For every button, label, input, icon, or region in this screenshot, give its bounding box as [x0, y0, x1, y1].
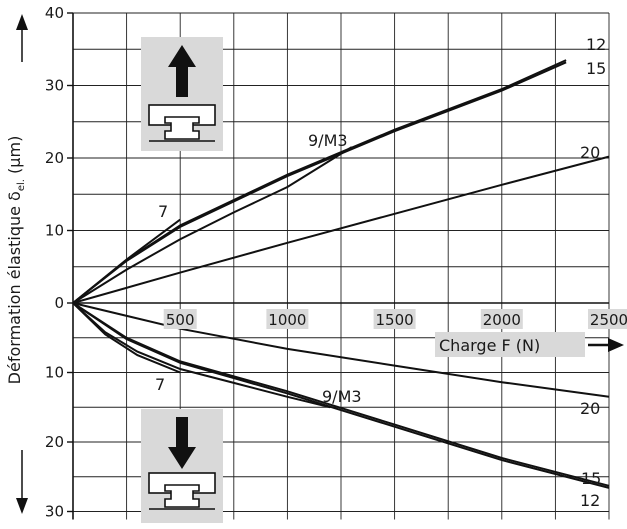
upper-curve-label: 20	[580, 143, 600, 162]
grid	[73, 12, 610, 520]
x-tick-label: 1000	[268, 311, 306, 329]
lower-series-12	[72, 302, 610, 489]
curves	[72, 59, 610, 489]
x-tick-label-bg	[588, 309, 627, 329]
lower-series-9m3	[72, 302, 331, 409]
upper-series-20	[72, 155, 610, 304]
x-tick-label: 2500	[590, 311, 627, 329]
y-tick-label: 40	[45, 4, 64, 22]
lower-curve-label: 15	[581, 469, 601, 488]
tick-labels: 0 10 20 30 40 10 20 30 500 1000 1500 2000 2500	[45, 4, 627, 521]
lower-series-15	[72, 302, 610, 487]
lower-series-20	[72, 302, 610, 398]
curve-labels: 7 9/M3 12 15 20 7 9/M3 20 15 12	[155, 35, 606, 510]
y-tick-label: 30	[45, 503, 64, 521]
x-tick-label-bg	[266, 309, 309, 329]
x-tick-label-bg	[373, 309, 416, 329]
x-tick-label-bg	[163, 309, 197, 329]
upper-curve-label: 12	[586, 35, 606, 54]
x-tick-label: 1500	[376, 311, 414, 329]
upper-series-15	[72, 61, 567, 304]
lower-curve-label: 9/M3	[322, 387, 362, 406]
x-tick-label: 500	[166, 311, 195, 329]
up-arrow-icon	[16, 14, 28, 30]
x-tick-label: 2000	[483, 311, 521, 329]
lower-curve-label: 7	[155, 375, 165, 394]
y-tick-label: 20	[45, 149, 64, 167]
y-tick-label: 20	[45, 433, 64, 451]
x-axis-title-box: Charge F (N)	[435, 332, 624, 357]
y-axis-title-group: Déformation élastique δel. (µm)	[5, 14, 28, 514]
lower-curve-label: 12	[580, 491, 600, 510]
down-arrow-rail-carriage-icon	[141, 409, 223, 523]
upper-series-9m3	[72, 146, 353, 304]
y-tick-label: 10	[45, 222, 64, 240]
x-tick-label-bg	[480, 309, 523, 329]
upper-curve-label: 9/M3	[308, 131, 348, 150]
y-tick-label: 10	[45, 364, 64, 382]
y-axis-title: Déformation élastique δel. (µm)	[5, 136, 27, 385]
upper-curve-label: 7	[158, 202, 168, 221]
lower-curve-label: 20	[580, 399, 600, 418]
down-arrow-icon	[16, 498, 28, 514]
up-arrow-rail-carriage-icon	[141, 37, 223, 151]
axes	[67, 12, 609, 520]
upper-curve-label: 15	[586, 59, 606, 78]
y-tick-label: 30	[45, 77, 64, 95]
right-arrow-icon	[608, 338, 624, 352]
x-axis-title: Charge F (N)	[439, 336, 540, 355]
y-tick-label: 0	[54, 294, 64, 312]
